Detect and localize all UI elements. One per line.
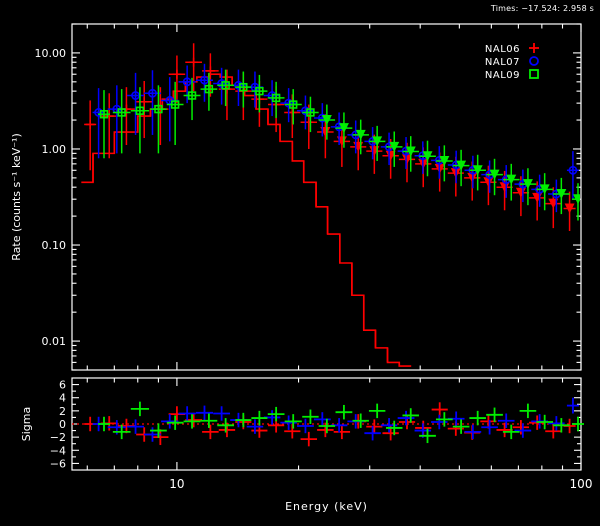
y-axis-label-main: Rate (counts s⁻¹ keV⁻¹): [10, 133, 23, 261]
axis-frame: [71, 23, 582, 471]
series-NAL07: [92, 63, 579, 213]
x-tick-label: 10: [169, 477, 184, 491]
y-axis-label-residual: Sigma: [20, 407, 33, 441]
x-axis-tick-labels: 10 100: [169, 477, 592, 491]
upper-limit-arrow: [389, 141, 400, 152]
x-axis-ticks: [86, 24, 582, 470]
y-tick-label: 0.01: [42, 335, 67, 348]
y-tick-label: 0.10: [42, 239, 67, 252]
upper-limit-arrow: [405, 146, 416, 157]
upper-limit-arrow: [506, 174, 517, 185]
y-tick-label: 1.00: [42, 143, 67, 156]
model-step-connectors: [92, 74, 401, 367]
y-axis-tick-labels-main: 10.00 1.00 0.10 0.01: [35, 47, 67, 348]
model-step-line: [81, 73, 412, 367]
y-tick-label: 10.00: [35, 47, 67, 60]
upper-limit-arrow: [483, 177, 494, 188]
y-axis-ticks-main: [72, 23, 581, 371]
y-tick-label: 4: [59, 392, 66, 405]
upper-limit-arrow: [355, 129, 366, 140]
upper-limit-arrow: [489, 169, 500, 180]
upper-limit-arrow: [564, 203, 575, 214]
upper-limit-arrow: [499, 182, 510, 193]
y-tick-label: 0: [59, 418, 66, 431]
legend-label-NAL07: NAL07: [485, 57, 520, 68]
legend-label-NAL06: NAL06: [485, 44, 520, 55]
y-axis-title: Sigma: [20, 407, 33, 441]
y-tick-label: −6: [50, 457, 66, 470]
model-histogram: [81, 73, 412, 367]
upper-limit-arrow: [439, 155, 450, 166]
y-tick-label: −2: [50, 431, 66, 444]
times-annotation: Times: −17.524: 2.958 s: [490, 4, 594, 13]
legend-marker-NAL09: [529, 69, 539, 79]
upper-limit-arrow: [522, 179, 533, 190]
main-panel-frame: [71, 23, 582, 371]
y-axis-title: Rate (counts s⁻¹ keV⁻¹): [10, 133, 23, 261]
upper-limit-arrow: [539, 184, 550, 195]
upper-limit-arrow: [456, 160, 467, 171]
legend-marker-NAL07: [529, 56, 539, 66]
upper-limit-arrow: [321, 115, 332, 126]
x-axis-label: Energy (keV): [285, 500, 368, 513]
series-NAL09: [97, 69, 580, 221]
upper-limit-arrow: [556, 188, 567, 199]
x-axis-title: Energy (keV): [285, 500, 368, 513]
upper-limit-arrow: [472, 165, 483, 176]
upper-limit-arrow: [422, 151, 433, 162]
residual-series-NAL07: [92, 397, 579, 442]
upper-limit-arrow: [338, 123, 349, 134]
upper-limit-arrow: [385, 150, 396, 161]
residual-series-NAL09: [97, 401, 584, 444]
legend-label-NAL09: NAL09: [485, 70, 520, 81]
y-tick-label: −4: [50, 444, 66, 457]
legend: NAL06 NAL07 NAL09: [485, 43, 539, 81]
upper-limit-arrow: [572, 194, 580, 205]
y-tick-label: 2: [59, 405, 66, 418]
x-tick-label: 100: [570, 477, 593, 491]
upper-limit-arrow: [372, 136, 383, 147]
y-tick-label: 6: [59, 379, 66, 392]
upper-limit-arrow: [401, 154, 412, 165]
